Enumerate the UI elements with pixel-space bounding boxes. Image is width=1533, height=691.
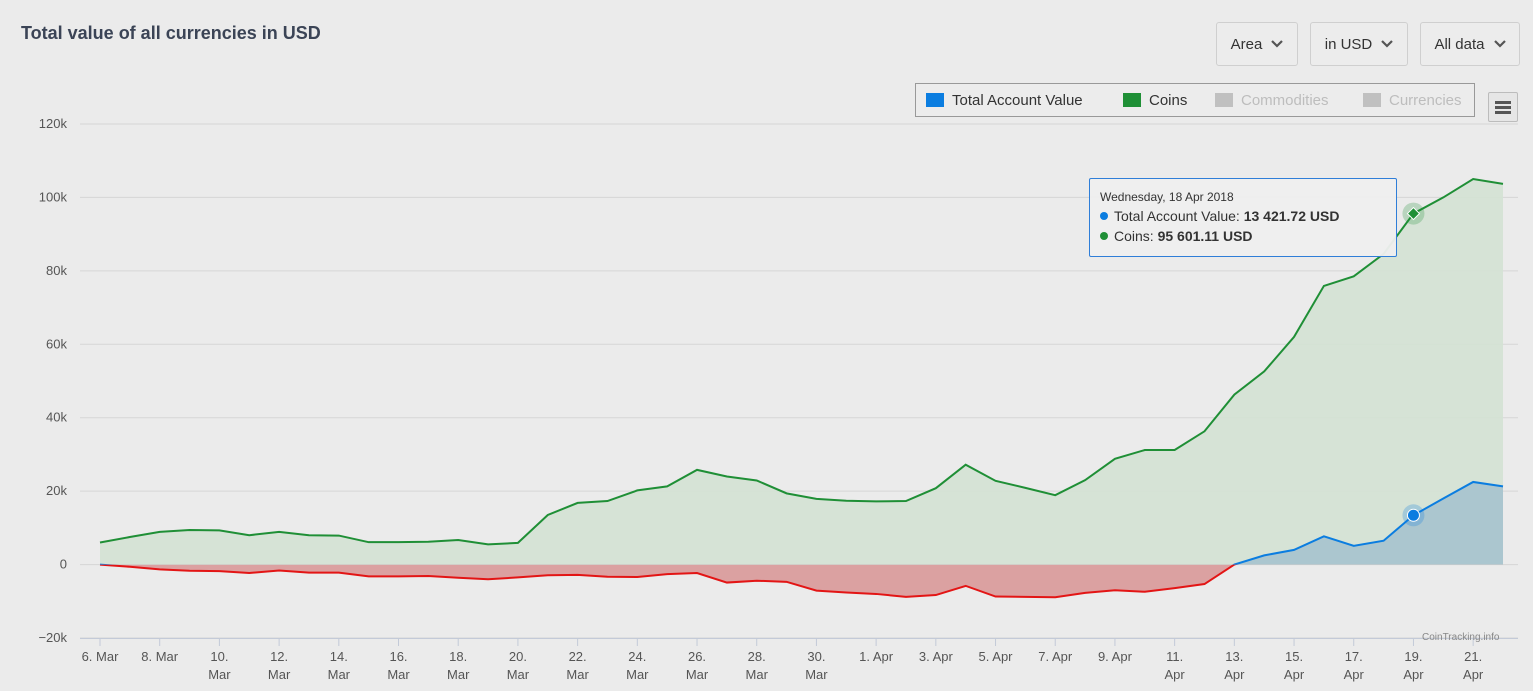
x-tick-label: 7. Apr [1038,649,1073,664]
y-tick-label: 80k [46,263,67,278]
y-tick-label: 60k [46,336,67,351]
x-tick-label: Mar [268,667,291,682]
x-tick-label: Apr [1403,667,1424,682]
x-tick-label: 24. [628,649,646,664]
x-tick-label: Apr [1344,667,1365,682]
tooltip-row-coins: Coins: 95 601.11 USD [1100,226,1396,246]
legend-item-total-account-value[interactable]: Total Account Value [926,84,1083,116]
x-tick-label: Mar [626,667,649,682]
legend-label: Currencies [1389,91,1462,109]
x-tick-label: 15. [1285,649,1303,664]
x-tick-label: 3. Apr [919,649,954,664]
x-tick-label: Apr [1463,667,1484,682]
x-tick-label: 10. [210,649,228,664]
y-tick-label: 100k [39,189,68,204]
range-dropdown[interactable]: All data [1420,22,1520,66]
x-tick-label: Mar [387,667,410,682]
total-account-hover-marker [1406,508,1420,522]
legend-item-commodities[interactable]: Commodities [1215,84,1329,116]
total-account-positive-line [99,480,1504,565]
x-tick-label: Mar [805,667,828,682]
x-tick-label: Apr [1224,667,1245,682]
legend-item-currencies[interactable]: Currencies [1363,84,1462,116]
x-tick-label: 19. [1404,649,1422,664]
x-tick-label: Apr [1284,667,1305,682]
legend-label: Commodities [1241,91,1329,109]
x-tick-label: 20. [509,649,527,664]
tooltip-label: Coins: [1114,228,1158,244]
y-tick-label: 20k [46,483,67,498]
chevron-down-icon [1493,40,1506,48]
tooltip-row-total: Total Account Value: 13 421.72 USD [1100,206,1396,226]
x-tick-label: 22. [569,649,587,664]
tooltip-value: 13 421.72 USD [1243,208,1340,224]
x-tick-label: 16. [389,649,407,664]
tooltip-value: 95 601.11 USD [1157,228,1253,244]
x-tick-label: Mar [686,667,709,682]
coins-line [99,178,1504,546]
x-tick-label: 13. [1225,649,1243,664]
tooltip: Wednesday, 18 Apr 2018 Total Account Val… [1089,178,1397,257]
legend-swatch [1123,93,1141,107]
x-tick-label: Mar [447,667,470,682]
currency-label: in USD [1324,35,1373,53]
x-tick-label: 28. [748,649,766,664]
x-tick-label: 11. [1166,649,1183,664]
x-tick-label: Mar [746,667,769,682]
coins-hover-marker [1406,206,1421,221]
legend-swatch [926,93,944,107]
total-account-negative-area [100,564,1235,598]
x-tick-label: 26. [688,649,706,664]
x-tick-label: 17. [1345,649,1363,664]
x-tick-label: 8. Mar [141,649,179,664]
x-tick-label: 14. [330,649,348,664]
chevron-down-icon [1271,40,1284,48]
coins-area [100,179,1503,565]
tooltip-date: Wednesday, 18 Apr 2018 [1100,190,1234,204]
y-tick-label: 120k [39,116,68,131]
legend-swatch [1215,93,1233,107]
chart-legend: Total Account Value Coins Commodities Cu… [915,83,1475,117]
x-tick-label: 9. Apr [1098,649,1133,664]
total-account-positive-area [100,481,1503,565]
x-tick-label: Apr [1165,667,1186,682]
legend-item-coins[interactable]: Coins [1123,84,1187,116]
chart-type-dropdown[interactable]: Area [1216,22,1298,66]
chart-title: Total value of all currencies in USD [21,23,321,43]
hamburger-menu-icon[interactable] [1488,92,1518,122]
y-tick-label: 0 [60,557,67,572]
x-tick-label: Mar [328,667,351,682]
y-tick-label: −20k [38,630,67,645]
x-tick-label: 1. Apr [859,649,894,664]
x-tick-label: 30. [807,649,825,664]
tooltip-dot [1100,212,1108,220]
x-tick-label: Mar [208,667,231,682]
chart-type-label: Area [1230,35,1263,53]
x-tick-label: Mar [507,667,530,682]
x-tick-label: 18. [449,649,467,664]
legend-swatch [1363,93,1381,107]
tooltip-dot [1100,232,1108,240]
chevron-down-icon [1381,40,1394,48]
tooltip-label: Total Account Value: [1114,208,1244,224]
currency-dropdown[interactable]: in USD [1310,22,1408,66]
y-tick-label: 40k [46,410,67,425]
legend-label: Coins [1149,91,1188,109]
legend-label: Total Account Value [952,91,1083,109]
credit-link[interactable]: CoinTracking.info [1422,632,1500,643]
x-tick-label: 5. Apr [979,649,1014,664]
x-tick-label: 6. Mar [82,649,120,664]
x-tick-label: 21. [1464,649,1482,664]
range-label: All data [1434,35,1485,53]
x-tick-label: Mar [566,667,589,682]
total-account-negative-line [99,564,1238,599]
x-tick-label: 12. [270,649,288,664]
